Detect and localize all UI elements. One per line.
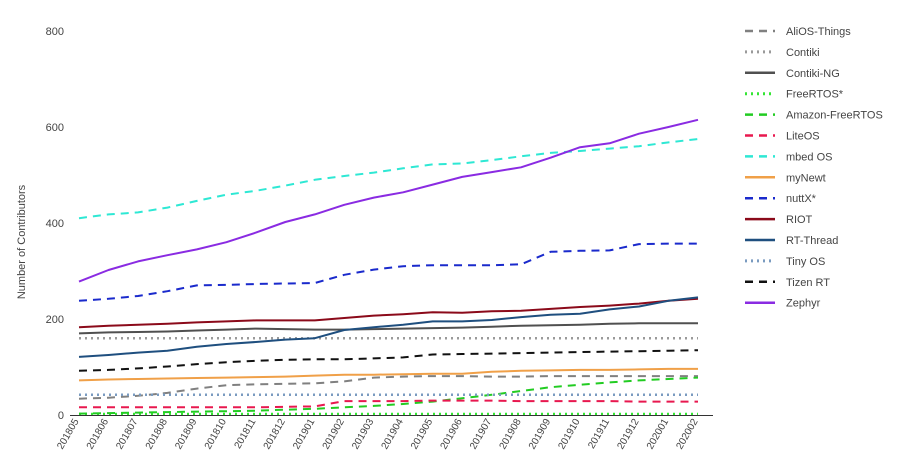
legend-label: Tizen RT	[786, 277, 830, 289]
series-line-zephyr	[78, 118, 699, 283]
legend-label: LiteOS	[786, 131, 820, 143]
series-line-nuttx	[78, 242, 698, 302]
x-tick-label: 201901	[291, 417, 317, 452]
legend-label: Zephyr	[786, 298, 821, 310]
series-line-amazon-freertos	[78, 376, 699, 415]
y-tick-label: 200	[46, 314, 64, 326]
series-line-tizen-rt	[78, 349, 699, 372]
legend-label: mbed OS	[786, 151, 832, 163]
y-tick-label: 400	[46, 218, 64, 230]
legend-label: Contiki	[786, 47, 820, 59]
x-tick-label: 201910	[556, 417, 582, 452]
legend-label: Amazon-FreeRTOS	[786, 110, 883, 122]
x-tick-label: 201808	[144, 417, 170, 452]
x-axis-ticks: 201805 201806 201807 201808 201809 201810 2018…	[55, 417, 700, 452]
legend-label: RT-Thread	[786, 235, 838, 247]
y-tick-label: 600	[46, 122, 64, 134]
series-line-liteos	[79, 399, 698, 409]
y-axis-label: Number of Contributors	[16, 184, 28, 299]
x-tick-label: 201909	[527, 417, 553, 452]
legend-label: FreeRTOS*	[786, 89, 844, 101]
x-tick-label: 201806	[85, 417, 111, 452]
x-tick-label: 201911	[586, 417, 612, 451]
x-tick-label: 201908	[498, 417, 524, 452]
x-tick-label: 201809	[173, 417, 199, 452]
x-tick-label: 201905	[409, 417, 435, 452]
y-axis-ticks: 0 200 400 600 800	[46, 26, 64, 422]
x-tick-label: 201903	[350, 417, 376, 452]
x-tick-label: 201907	[468, 417, 494, 452]
y-tick-label: 800	[46, 26, 64, 38]
x-tick-label: 201912	[615, 417, 641, 452]
x-tick-label: 201812	[262, 417, 288, 452]
x-tick-label: 201810	[203, 417, 229, 452]
series-line-mynewt	[78, 367, 698, 382]
x-tick-label: 201906	[439, 417, 465, 452]
legend-label: Tiny OS	[786, 256, 825, 268]
legend: AliOS-Things Contiki Contiki-NG FreeRTOS* Am…	[745, 26, 883, 310]
x-tick-label: 202002	[674, 417, 700, 452]
series-line-riot	[78, 297, 699, 329]
series-lines	[78, 118, 699, 416]
legend-label: myNewt	[786, 172, 826, 184]
series-line-rt-thread	[78, 296, 699, 358]
x-tick-label: 201904	[380, 417, 406, 452]
x-tick-label: 201807	[114, 417, 140, 452]
y-tick-label: 0	[58, 410, 64, 422]
legend-label: RIOT	[786, 214, 813, 226]
series-line-contiki-ng	[78, 322, 698, 335]
x-tick-label: 201902	[321, 417, 347, 452]
legend-label: nuttX*	[786, 193, 817, 205]
series-line-alios-things	[78, 375, 698, 400]
legend-label: Contiki-NG	[786, 68, 840, 80]
series-line-mbed-os	[78, 138, 699, 220]
x-tick-label: 201811	[233, 417, 259, 451]
x-tick-label: 202001	[645, 417, 671, 452]
legend-label: AliOS-Things	[786, 26, 851, 38]
